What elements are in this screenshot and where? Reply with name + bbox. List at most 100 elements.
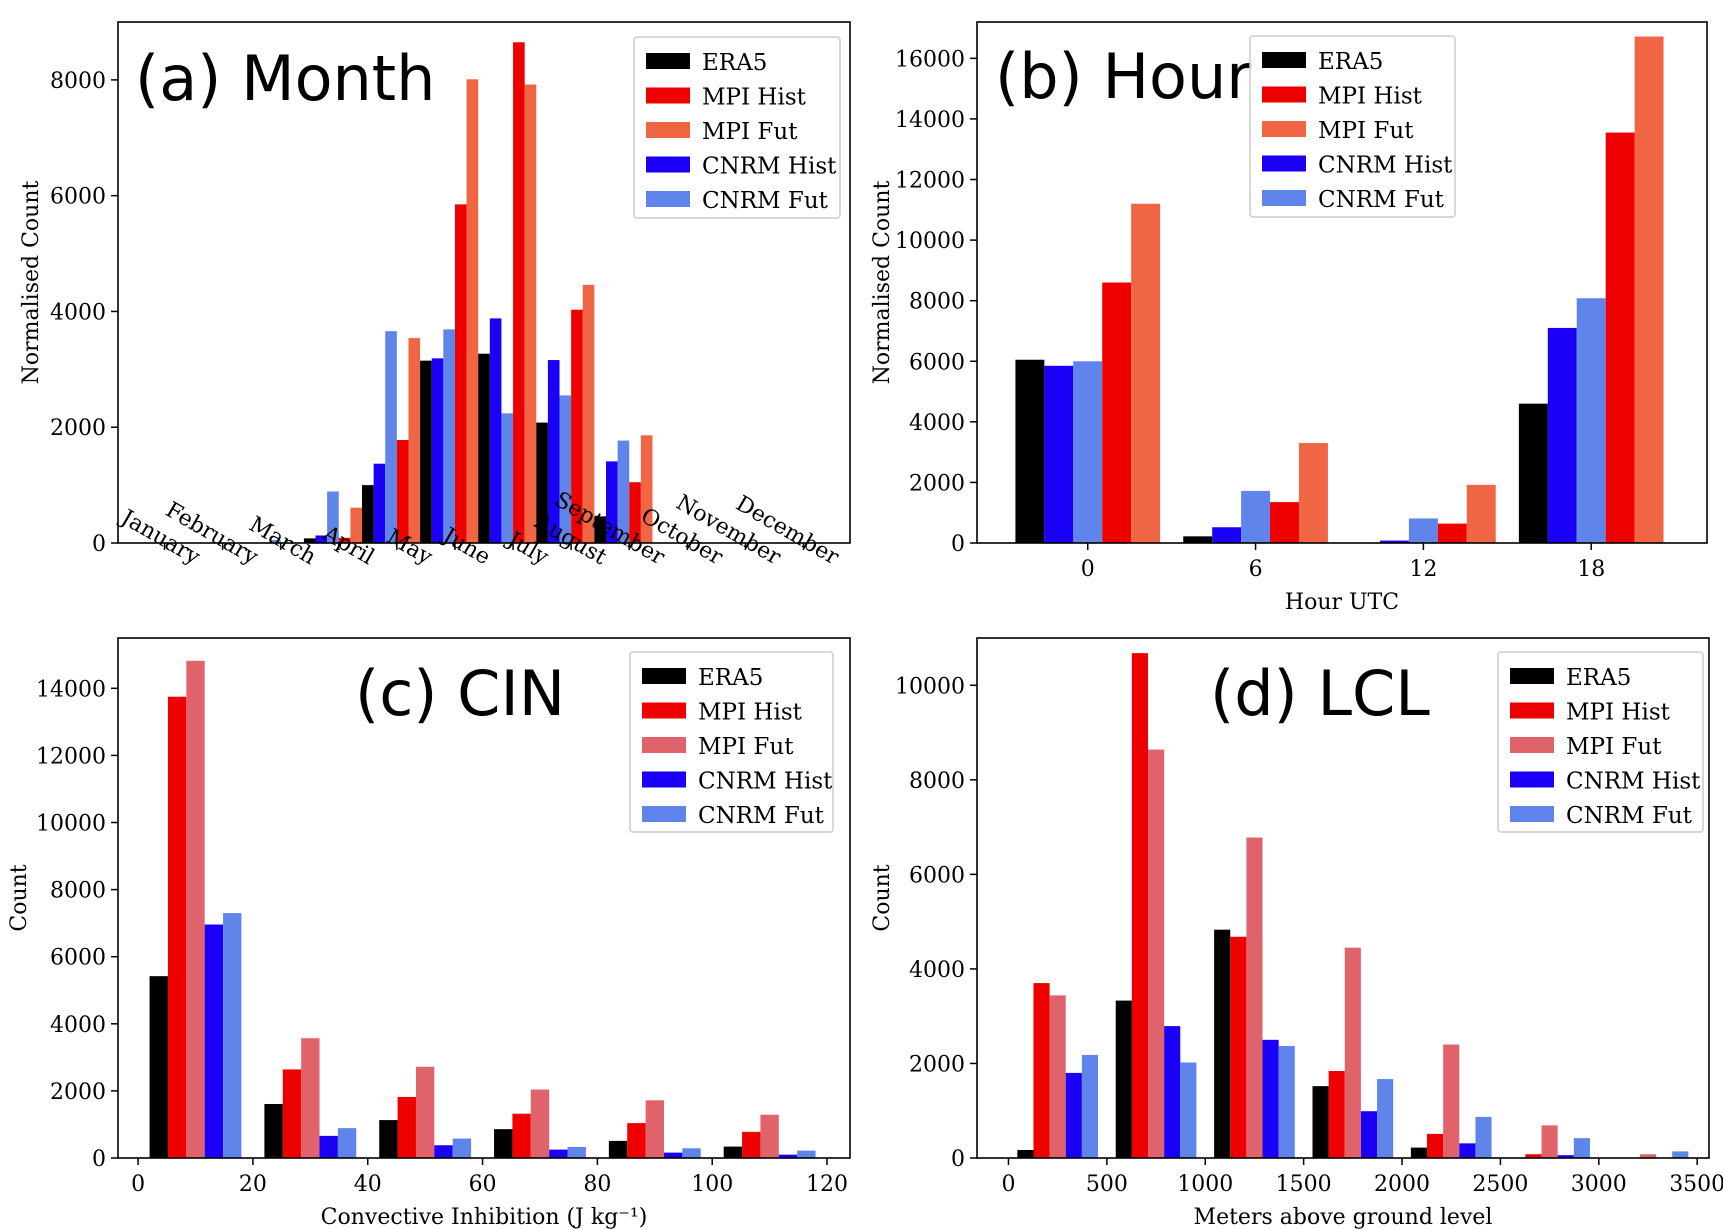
panel-3: 0 2000 4000 6000 8000 10000 12000 14000 Count 0 20… — [7, 637, 851, 1230]
y-tick-label: 10000 — [36, 812, 106, 837]
legend-box — [1249, 35, 1456, 218]
bar-mpi-hist — [338, 537, 351, 543]
x-tick-label: 0 — [131, 1172, 145, 1197]
y-tick-label: 6000 — [909, 863, 965, 888]
bar-cnrm-hist — [1379, 540, 1409, 543]
y-tick-label: 6000 — [909, 350, 965, 375]
y-tick-label: 8000 — [909, 290, 965, 315]
bar-cnrm-hist — [373, 463, 386, 543]
y-tick-label: 10000 — [895, 229, 965, 254]
x-tick-label: 6 — [1249, 557, 1263, 582]
bar-cnrm-hist — [1547, 327, 1577, 543]
bar-cnrm-fut — [1377, 1079, 1394, 1158]
bar-cnrm-hist — [204, 924, 224, 1158]
bar-cnrm-hist — [315, 535, 328, 543]
bar-mpi-hist — [454, 204, 467, 543]
legend: ERA5 MPI Hist MPI Fut CNRM Hist CNRM Fut — [1497, 651, 1704, 833]
bar-cnrm-hist — [434, 1145, 453, 1158]
legend-label: CNRM Hist — [698, 769, 833, 795]
bar-mpi-fut — [1634, 36, 1664, 543]
bar-mpi-hist — [282, 1069, 302, 1158]
bar-cnrm-fut — [1073, 361, 1103, 543]
legend-swatch — [646, 87, 690, 104]
bar-mpi-fut — [1639, 1154, 1657, 1158]
bar-cnrm-hist — [1164, 1026, 1181, 1158]
y-tick-label: 2000 — [909, 471, 965, 496]
y-tick-label: 8000 — [50, 879, 106, 904]
x-tick-label: 0 — [1081, 557, 1095, 582]
bar-cnrm-fut — [1576, 298, 1606, 543]
bar-mpi-fut — [524, 84, 537, 544]
y-axis-label: Count — [870, 864, 895, 931]
legend-swatch — [1262, 155, 1306, 172]
legend-label: ERA5 — [1318, 49, 1383, 75]
bar-mpi-fut — [1344, 947, 1361, 1158]
x-tick-label: 18 — [1577, 557, 1605, 582]
x-tick-label: 12 — [1409, 557, 1437, 582]
panel-title: (c) CIN — [355, 657, 565, 730]
legend-swatch — [642, 702, 686, 719]
bar-cnrm-hist — [547, 360, 560, 543]
x-tick-label: 1000 — [1177, 1172, 1233, 1197]
bar-cnrm-hist — [489, 318, 502, 543]
y-tick-label: 4000 — [50, 1013, 106, 1038]
bar-mpi-fut — [760, 1114, 779, 1158]
x-tick-label: 60 — [469, 1172, 497, 1197]
y-tick-label: 2000 — [50, 416, 106, 441]
bar-mpi-hist — [513, 42, 525, 544]
x-tick-label: 500 — [1086, 1172, 1128, 1197]
legend-label: CNRM Hist — [1318, 153, 1453, 179]
y-tick-label: 10000 — [895, 674, 965, 699]
bar-mpi-fut — [186, 660, 205, 1158]
x-tick-label: 20 — [239, 1172, 267, 1197]
y-tick-label: 0 — [951, 532, 965, 557]
bar-mpi-hist — [627, 1123, 646, 1158]
legend-label: ERA5 — [698, 665, 763, 691]
bar-era5 — [1015, 359, 1045, 543]
x-tick-label: 120 — [806, 1172, 848, 1197]
legend-swatch — [1510, 737, 1554, 753]
bar-cnrm-fut — [327, 491, 339, 543]
bar-mpi-hist — [742, 1131, 761, 1158]
y-tick-label: 4000 — [909, 958, 965, 983]
bar-era5 — [149, 976, 168, 1158]
bar-era5 — [303, 538, 316, 543]
legend-swatch — [1510, 771, 1554, 788]
bar-mpi-hist — [1102, 282, 1132, 543]
y-tick-label: 14000 — [895, 108, 965, 133]
legend-label: MPI Fut — [1566, 734, 1662, 760]
x-axis-label: Convective Inhibition (J kg⁻¹) — [321, 1205, 648, 1230]
bar-mpi-hist — [1328, 1071, 1345, 1158]
y-tick-label: 6000 — [50, 946, 106, 971]
legend-swatch — [1262, 190, 1306, 206]
bar-era5 — [723, 1146, 743, 1158]
bar-mpi-hist — [1230, 936, 1247, 1158]
bar-mpi-fut — [415, 1066, 435, 1158]
x-tick-label: 80 — [583, 1172, 611, 1197]
bar-mpi-fut — [1466, 484, 1496, 543]
bar-cnrm-fut — [1081, 1054, 1099, 1158]
y-tick-label: 4000 — [909, 411, 965, 436]
bar-cnrm-hist — [1360, 1111, 1378, 1158]
bar-cnrm-hist — [1044, 365, 1074, 543]
legend-label: MPI Hist — [698, 700, 803, 726]
bar-mpi-hist — [629, 482, 641, 543]
legend: ERA5 MPI Hist MPI Fut CNRM Hist CNRM Fut — [1249, 35, 1456, 218]
y-tick-label: 8000 — [909, 769, 965, 794]
plot-frame — [117, 21, 851, 544]
bar-cnrm-fut — [501, 413, 514, 543]
legend-swatch — [642, 737, 686, 753]
panel-2: 0 2000 4000 6000 8000 10000 12000 14000 16000 Nor… — [870, 21, 1708, 615]
y-tick-label: 2000 — [50, 1080, 106, 1105]
legend-swatch — [642, 771, 686, 788]
x-tick-label: 0 — [1001, 1172, 1015, 1197]
y-axis-label: Count — [7, 864, 32, 931]
bar-era5 — [420, 360, 432, 543]
x-tick-label: 3500 — [1669, 1172, 1723, 1197]
bar-era5 — [379, 1120, 398, 1158]
legend-label: CNRM Fut — [702, 188, 829, 214]
bar-era5 — [362, 485, 374, 543]
bar-mpi-hist — [1427, 1133, 1444, 1158]
x-axis-label: Hour UTC — [1285, 590, 1399, 615]
